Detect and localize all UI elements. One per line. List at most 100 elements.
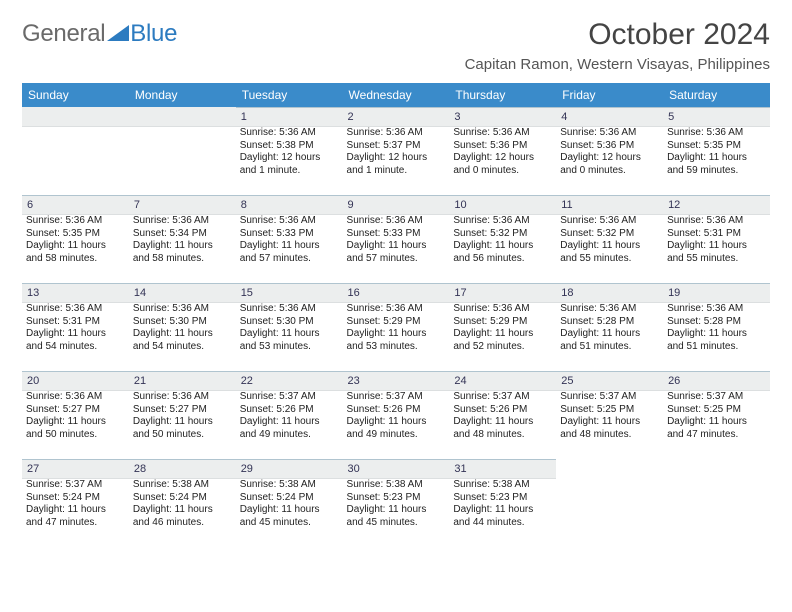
sunrise-line: Sunrise: 5:38 AM: [453, 479, 552, 492]
calendar-cell: [556, 459, 663, 547]
calendar-cell: 13Sunrise: 5:36 AMSunset: 5:31 PMDayligh…: [22, 283, 129, 371]
sunrise-line: Sunrise: 5:36 AM: [667, 303, 766, 316]
brand-logo: General Blue: [22, 20, 177, 48]
daylight-line: Daylight: 11 hours and 47 minutes.: [26, 504, 125, 529]
daylight-line: Daylight: 11 hours and 53 minutes.: [240, 328, 339, 353]
calendar-cell: 16Sunrise: 5:36 AMSunset: 5:29 PMDayligh…: [343, 283, 450, 371]
sunrise-line: Sunrise: 5:36 AM: [347, 127, 446, 140]
daylight-line: Daylight: 11 hours and 53 minutes.: [347, 328, 446, 353]
day-number: 22: [236, 371, 343, 391]
calendar-cell: 30Sunrise: 5:38 AMSunset: 5:23 PMDayligh…: [343, 459, 450, 547]
sunset-line: Sunset: 5:25 PM: [560, 404, 659, 417]
daylight-line: Daylight: 11 hours and 50 minutes.: [133, 416, 232, 441]
calendar-cell: 17Sunrise: 5:36 AMSunset: 5:29 PMDayligh…: [449, 283, 556, 371]
daylight-line: Daylight: 11 hours and 51 minutes.: [560, 328, 659, 353]
daylight-line: Daylight: 11 hours and 49 minutes.: [240, 416, 339, 441]
calendar-cell: [663, 459, 770, 547]
sunset-line: Sunset: 5:31 PM: [667, 228, 766, 241]
calendar-cell: 14Sunrise: 5:36 AMSunset: 5:30 PMDayligh…: [129, 283, 236, 371]
sunset-line: Sunset: 5:34 PM: [133, 228, 232, 241]
calendar-cell: 29Sunrise: 5:38 AMSunset: 5:24 PMDayligh…: [236, 459, 343, 547]
day-number: 26: [663, 371, 770, 391]
daylight-line: Daylight: 12 hours and 0 minutes.: [453, 152, 552, 177]
sunset-line: Sunset: 5:28 PM: [667, 316, 766, 329]
calendar-cell: 12Sunrise: 5:36 AMSunset: 5:31 PMDayligh…: [663, 195, 770, 283]
sunrise-line: Sunrise: 5:38 AM: [133, 479, 232, 492]
calendar-cell: 25Sunrise: 5:37 AMSunset: 5:25 PMDayligh…: [556, 371, 663, 459]
day-details: Sunrise: 5:37 AMSunset: 5:24 PMDaylight:…: [22, 479, 129, 533]
day-number: 23: [343, 371, 450, 391]
day-number: 29: [236, 459, 343, 479]
calendar-cell: 21Sunrise: 5:36 AMSunset: 5:27 PMDayligh…: [129, 371, 236, 459]
header: General Blue October 2024 Capitan Ramon,…: [22, 18, 770, 73]
daylight-line: Daylight: 11 hours and 48 minutes.: [560, 416, 659, 441]
calendar-cell: 26Sunrise: 5:37 AMSunset: 5:25 PMDayligh…: [663, 371, 770, 459]
calendar-cell: 4Sunrise: 5:36 AMSunset: 5:36 PMDaylight…: [556, 107, 663, 195]
calendar-cell: 2Sunrise: 5:36 AMSunset: 5:37 PMDaylight…: [343, 107, 450, 195]
sunrise-line: Sunrise: 5:36 AM: [453, 215, 552, 228]
daylight-line: Daylight: 11 hours and 55 minutes.: [560, 240, 659, 265]
day-number: 10: [449, 195, 556, 215]
sunset-line: Sunset: 5:24 PM: [133, 492, 232, 505]
sunrise-line: Sunrise: 5:36 AM: [26, 303, 125, 316]
calendar-row: 20Sunrise: 5:36 AMSunset: 5:27 PMDayligh…: [22, 371, 770, 459]
sunset-line: Sunset: 5:30 PM: [240, 316, 339, 329]
sunset-line: Sunset: 5:24 PM: [26, 492, 125, 505]
sunrise-line: Sunrise: 5:36 AM: [453, 303, 552, 316]
daylight-line: Daylight: 11 hours and 57 minutes.: [240, 240, 339, 265]
daylight-line: Daylight: 11 hours and 55 minutes.: [667, 240, 766, 265]
day-number: 19: [663, 283, 770, 303]
calendar-cell: [22, 107, 129, 195]
day-number: 6: [22, 195, 129, 215]
sunrise-line: Sunrise: 5:37 AM: [26, 479, 125, 492]
day-details: Sunrise: 5:36 AMSunset: 5:28 PMDaylight:…: [663, 303, 770, 357]
daylight-line: Daylight: 11 hours and 49 minutes.: [347, 416, 446, 441]
sunset-line: Sunset: 5:37 PM: [347, 140, 446, 153]
day-details: Sunrise: 5:36 AMSunset: 5:37 PMDaylight:…: [343, 127, 450, 181]
daylight-line: Daylight: 11 hours and 54 minutes.: [133, 328, 232, 353]
brand-part2: Blue: [130, 20, 177, 48]
sunrise-line: Sunrise: 5:38 AM: [347, 479, 446, 492]
day-details: Sunrise: 5:37 AMSunset: 5:25 PMDaylight:…: [663, 391, 770, 445]
day-number: 16: [343, 283, 450, 303]
day-details: Sunrise: 5:36 AMSunset: 5:34 PMDaylight:…: [129, 215, 236, 269]
calendar-cell: 11Sunrise: 5:36 AMSunset: 5:32 PMDayligh…: [556, 195, 663, 283]
day-details: Sunrise: 5:36 AMSunset: 5:35 PMDaylight:…: [663, 127, 770, 181]
sunset-line: Sunset: 5:36 PM: [453, 140, 552, 153]
sunset-line: Sunset: 5:27 PM: [133, 404, 232, 417]
sunset-line: Sunset: 5:32 PM: [560, 228, 659, 241]
daylight-line: Daylight: 12 hours and 1 minute.: [347, 152, 446, 177]
daylight-line: Daylight: 11 hours and 46 minutes.: [133, 504, 232, 529]
sunset-line: Sunset: 5:30 PM: [133, 316, 232, 329]
page-subtitle: Capitan Ramon, Western Visayas, Philippi…: [465, 56, 770, 73]
sunset-line: Sunset: 5:35 PM: [667, 140, 766, 153]
day-details: Sunrise: 5:36 AMSunset: 5:29 PMDaylight:…: [343, 303, 450, 357]
day-details: Sunrise: 5:36 AMSunset: 5:33 PMDaylight:…: [343, 215, 450, 269]
calendar-row: 13Sunrise: 5:36 AMSunset: 5:31 PMDayligh…: [22, 283, 770, 371]
sunset-line: Sunset: 5:26 PM: [240, 404, 339, 417]
weekday-header: Tuesday: [236, 83, 343, 107]
daylight-line: Daylight: 11 hours and 57 minutes.: [347, 240, 446, 265]
day-number: 11: [556, 195, 663, 215]
day-number: 30: [343, 459, 450, 479]
daylight-line: Daylight: 11 hours and 58 minutes.: [26, 240, 125, 265]
sunrise-line: Sunrise: 5:36 AM: [453, 127, 552, 140]
calendar-cell: 20Sunrise: 5:36 AMSunset: 5:27 PMDayligh…: [22, 371, 129, 459]
day-details: Sunrise: 5:36 AMSunset: 5:33 PMDaylight:…: [236, 215, 343, 269]
daylight-line: Daylight: 11 hours and 45 minutes.: [347, 504, 446, 529]
sunset-line: Sunset: 5:36 PM: [560, 140, 659, 153]
day-number: 4: [556, 107, 663, 127]
day-details: Sunrise: 5:36 AMSunset: 5:35 PMDaylight:…: [22, 215, 129, 269]
day-number: 31: [449, 459, 556, 479]
calendar-cell: 10Sunrise: 5:36 AMSunset: 5:32 PMDayligh…: [449, 195, 556, 283]
day-number: 12: [663, 195, 770, 215]
sunrise-line: Sunrise: 5:36 AM: [26, 215, 125, 228]
daylight-line: Daylight: 11 hours and 52 minutes.: [453, 328, 552, 353]
calendar-cell: 6Sunrise: 5:36 AMSunset: 5:35 PMDaylight…: [22, 195, 129, 283]
calendar-cell: 15Sunrise: 5:36 AMSunset: 5:30 PMDayligh…: [236, 283, 343, 371]
day-details: Sunrise: 5:36 AMSunset: 5:36 PMDaylight:…: [556, 127, 663, 181]
daylight-line: Daylight: 11 hours and 58 minutes.: [133, 240, 232, 265]
day-number: 25: [556, 371, 663, 391]
calendar-cell: 9Sunrise: 5:36 AMSunset: 5:33 PMDaylight…: [343, 195, 450, 283]
sunrise-line: Sunrise: 5:36 AM: [667, 127, 766, 140]
